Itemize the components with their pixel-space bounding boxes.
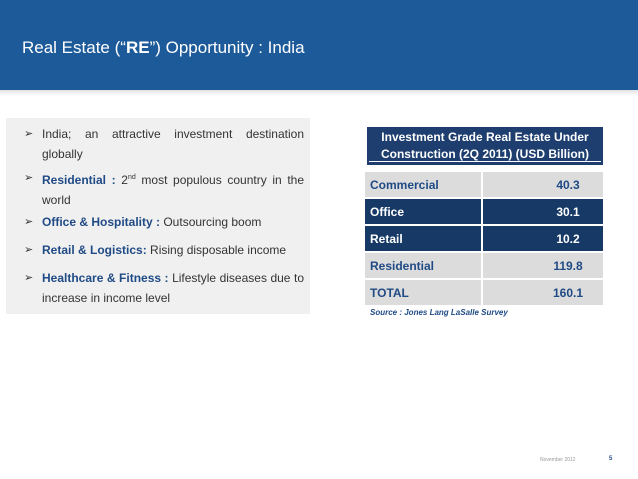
table-row: Residential 119.8 [364,252,604,279]
table-row-total: TOTAL 160.1 [364,279,604,306]
bullet-text: Lifestyle diseases due to increase in in… [42,271,304,305]
bullet-item-retail: ➢ Retail & Logistics: Rising disposable … [24,240,304,260]
source-note: Source : Jones Lang LaSalle Survey [370,308,508,317]
bullet-item-india: ➢ India; an attractive investment destin… [24,124,304,164]
bullet-text: most populous country in the world [42,173,304,207]
bullet-item-healthcare: ➢ Healthcare & Fitness : Lifestyle disea… [24,268,304,308]
arrow-bullet-icon: ➢ [24,128,34,140]
row-value: 40.3 [482,171,604,198]
bullet-keyword: Office & Hospitality : [42,215,161,229]
title-underline [369,161,601,162]
bullet-text: India; an attractive investment destinat… [42,127,304,161]
page-number: 5 [609,456,613,462]
row-value: 119.8 [482,252,604,279]
table-row: Commercial 40.3 [364,171,604,198]
row-label: Commercial [364,171,482,198]
footer-date: November 2012 [540,457,576,463]
table-row: Retail 10.2 [364,225,604,252]
bullet-keyword: Retail & Logistics: [42,243,147,257]
bullet-keyword: Residential : [42,173,116,187]
arrow-bullet-icon: ➢ [24,272,34,284]
bullet-item-residential: ➢ Residential : 2nd most populous countr… [24,168,304,210]
row-value: 10.2 [482,225,604,252]
arrow-bullet-icon: ➢ [24,244,34,256]
bullet-keyword: Healthcare & Fitness : [42,271,169,285]
bullet-text: Outsourcing boom [160,215,262,229]
slide-title: Real Estate (“RE”) Opportunity : India [22,38,305,57]
arrow-bullet-icon: ➢ [24,172,34,184]
table-title: Investment Grade Real Estate Under Const… [367,127,603,165]
arrow-bullet-icon: ➢ [24,216,34,228]
bullet-panel: ➢ India; an attractive investment destin… [6,118,310,314]
bullet-text: Rising disposable income [146,243,287,257]
title-bar: Real Estate (“RE”) Opportunity : India [0,0,638,90]
bullet-item-office: ➢ Office & Hospitality : Outsourcing boo… [24,212,304,232]
row-label: TOTAL [364,279,482,306]
row-label: Office [364,198,482,225]
row-label: Retail [364,225,482,252]
header-divider [0,90,638,96]
row-label: Residential [364,252,482,279]
row-value: 30.1 [482,198,604,225]
table-row: Office 30.1 [364,198,604,225]
row-value: 160.1 [482,279,604,306]
